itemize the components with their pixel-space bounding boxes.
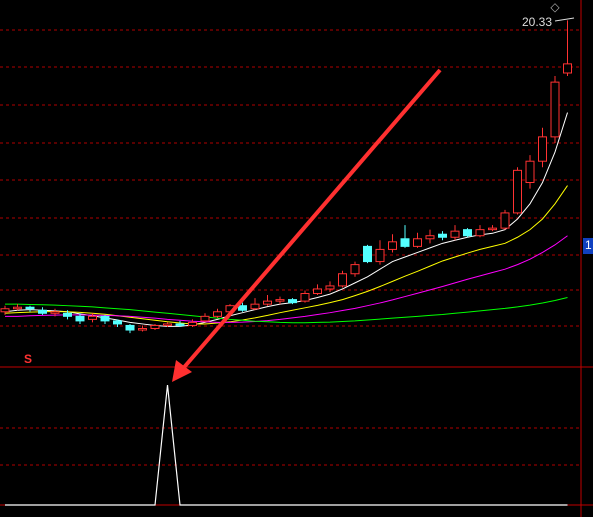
moving-average: [5, 296, 568, 324]
candle-body: [363, 245, 372, 263]
candle-body: [488, 227, 497, 231]
candle-body: [538, 136, 547, 162]
candle-body: [250, 303, 260, 310]
arrow-head: [172, 360, 192, 382]
candle-body: [513, 169, 522, 214]
candle-body: [50, 311, 60, 314]
candle-body: [375, 248, 385, 263]
candle-body: [100, 315, 110, 322]
candle-body: [425, 235, 435, 240]
candle-body: [38, 309, 47, 314]
candle-body: [125, 324, 135, 331]
candle-body: [275, 299, 285, 302]
signal-line: [5, 384, 568, 506]
candle-body: [63, 312, 72, 317]
plot: [0, 20, 572, 506]
candle-body: [325, 285, 335, 290]
candle-body: [525, 160, 535, 183]
price-box: [583, 238, 593, 254]
candle-body: [288, 299, 297, 304]
candle-body: [338, 273, 347, 287]
signal-marker: S: [24, 352, 32, 366]
diamond: ◇: [550, 0, 560, 14]
candle-body: [475, 229, 485, 237]
candle-body: [400, 238, 410, 247]
candle-body: [75, 315, 85, 322]
candle-body: [138, 328, 147, 331]
high-label: 20.33: [522, 15, 552, 29]
candle-body: [350, 264, 360, 275]
candle-body: [500, 212, 510, 229]
candle-body: [188, 321, 197, 326]
candle-body: [113, 320, 122, 325]
candle-body: [25, 306, 35, 310]
candle-body: [238, 305, 247, 311]
candle-body: [413, 238, 422, 247]
candle-body: [175, 323, 185, 326]
candle-body: [463, 229, 472, 237]
moving-average: [5, 235, 568, 323]
candle-body: [200, 315, 210, 322]
candle-body: [450, 230, 460, 238]
candle-body: [563, 63, 572, 74]
moving-average: [4, 112, 568, 327]
candle-body: [550, 81, 560, 138]
high-pointer: [554, 17, 575, 22]
candle-body: [88, 315, 97, 320]
candle-body: [300, 293, 310, 302]
candle-body: [263, 300, 272, 305]
candle-body: [150, 324, 160, 330]
candle-body: [163, 323, 172, 326]
annotation-arrow: [178, 68, 442, 374]
candle-body: [313, 288, 322, 295]
candle-body: [0, 308, 10, 313]
price-label: 1: [585, 238, 592, 252]
layout: [0, 29, 581, 466]
candle-body: [213, 311, 222, 317]
moving-average: [4, 185, 568, 325]
candle-body: [388, 241, 397, 250]
candle-body: [438, 233, 447, 238]
candle-body: [13, 306, 22, 310]
